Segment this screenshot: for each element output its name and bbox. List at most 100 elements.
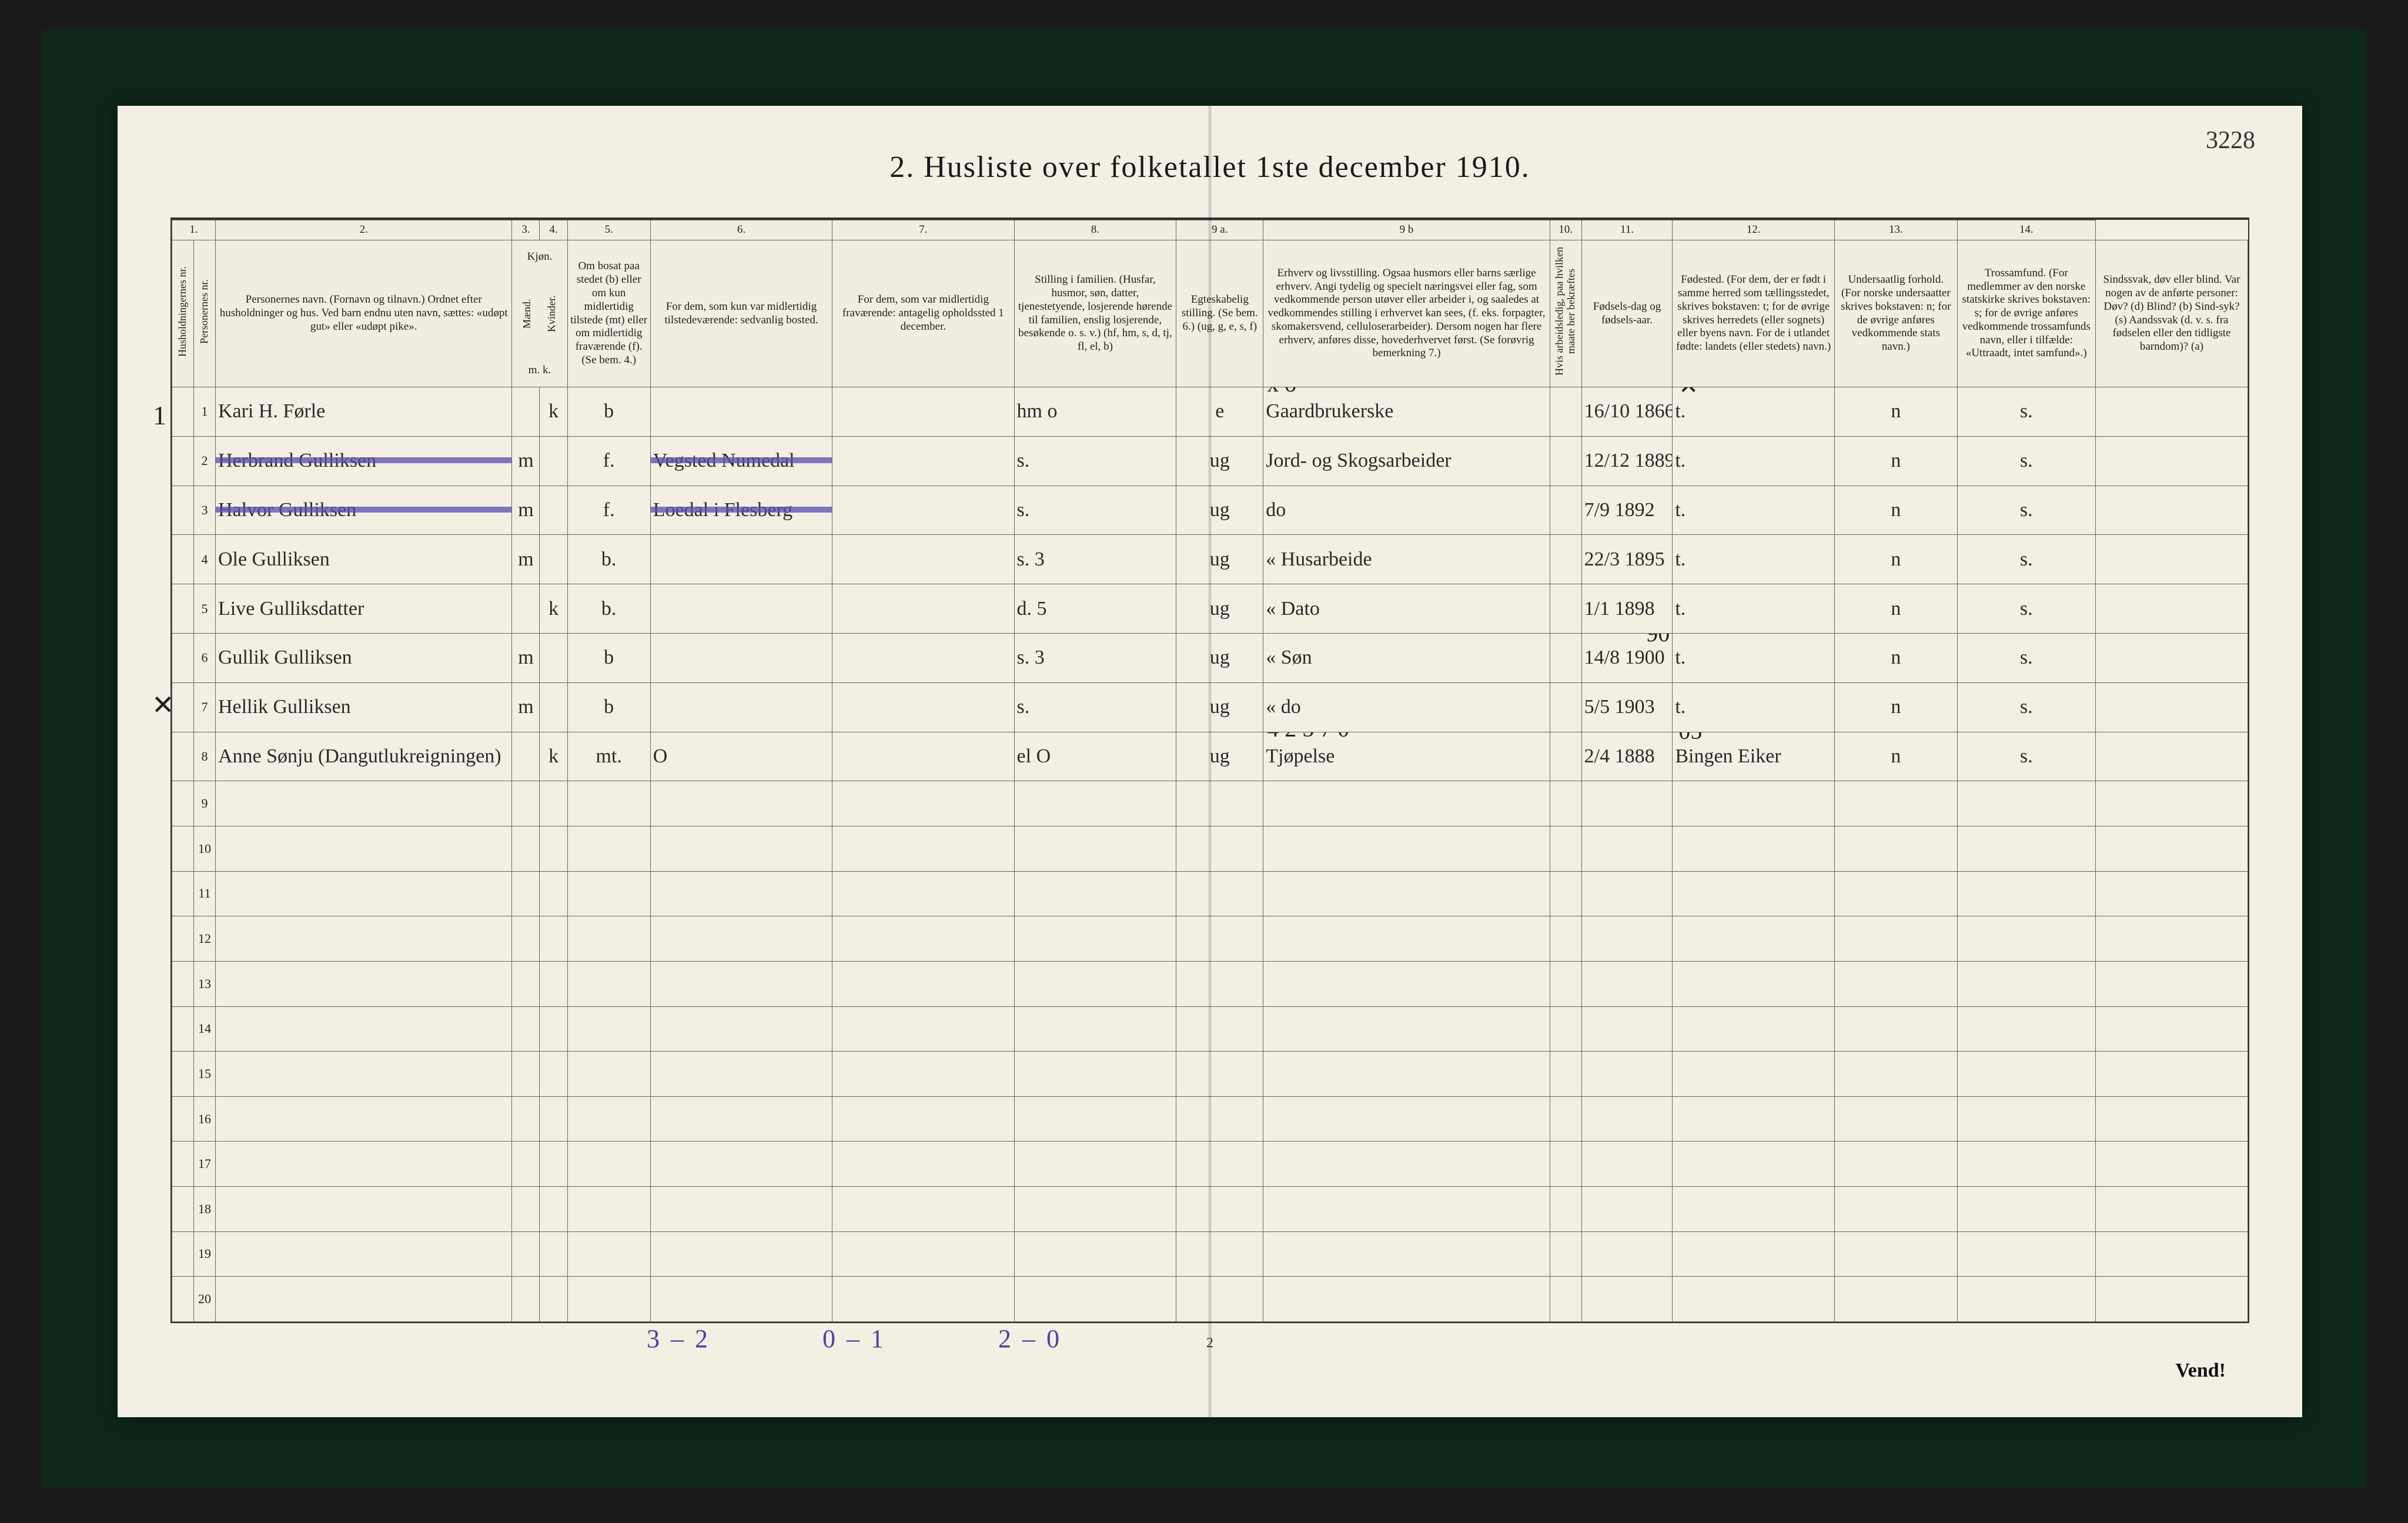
- column-number-row: 1. 2. 3. 4. 5. 6. 7. 8. 9 a. 9 b 10. 11.…: [172, 220, 2248, 240]
- table-row: 1Kari H. Førlekbhm oeGaardbrukerskex o16…: [172, 387, 2248, 437]
- cell-empty: [1673, 1277, 1835, 1322]
- cell-empty: [2095, 1142, 2248, 1187]
- cell-empty: [1957, 1142, 2095, 1187]
- cell-empty: [1176, 1277, 1263, 1322]
- cell-empty: [832, 961, 1014, 1006]
- cell-trossamfund: s.: [1957, 633, 2095, 682]
- table-row: 15: [172, 1052, 2248, 1097]
- cell-empty: [567, 961, 650, 1006]
- cell-empty: [1957, 1231, 2095, 1277]
- cell-empty: [2095, 916, 2248, 962]
- cell-empty: [1014, 1052, 1176, 1097]
- cell-sindssvak: [2095, 436, 2248, 486]
- cell-empty: [1263, 1006, 1550, 1052]
- cell-fodselsdato: 16/10 1866: [1581, 387, 1673, 437]
- cell-empty: [832, 1187, 1014, 1232]
- annotation-birth: 05: [1678, 732, 1702, 743]
- cell-empty: [1957, 1096, 2095, 1142]
- cell-trossamfund: s.: [1957, 535, 2095, 584]
- cell-empty: [1550, 826, 1581, 872]
- cell-empty: [650, 1187, 832, 1232]
- cell-empty: [1581, 1052, 1673, 1097]
- cell-empty: [540, 1231, 567, 1277]
- cell-opholdssted: [832, 387, 1014, 437]
- cell-familie-stilling: hm o: [1014, 387, 1176, 437]
- cell-empty: [1176, 871, 1263, 916]
- cell-empty: [512, 1187, 540, 1232]
- cell-empty: [1550, 916, 1581, 962]
- cell-empty: [2095, 1096, 2248, 1142]
- cell-bosat: b: [567, 633, 650, 682]
- cell-trossamfund: s.: [1957, 387, 2095, 437]
- cell-person-nr: 18: [193, 1187, 215, 1232]
- cell-name: Gullik Gulliksen: [215, 633, 511, 682]
- annotation-erhverv: 4 2 5 7 0: [1267, 732, 1349, 741]
- cell-sedvanlig-bosted: O: [650, 732, 832, 781]
- cell-arbeidsledig: [1550, 387, 1581, 437]
- cell-empty: [650, 871, 832, 916]
- table-row: 8Anne Sønju (Dangutlukreigningen)kmt.Oel…: [172, 732, 2248, 781]
- cell-fodested: Bingen Eiker05: [1673, 732, 1835, 781]
- cell-empty: [2095, 1231, 2248, 1277]
- cell-fodested: t.: [1673, 633, 1835, 682]
- cell-empty: [567, 1006, 650, 1052]
- cell-empty: [567, 1231, 650, 1277]
- cell-empty: [1176, 826, 1263, 872]
- cell-empty: [1581, 871, 1673, 916]
- cell-familie-stilling: s.: [1014, 682, 1176, 732]
- cell-egteskab: ug: [1176, 436, 1263, 486]
- cell-empty: [215, 1187, 511, 1232]
- cell-fodselsdato: 7/9 1892: [1581, 486, 1673, 535]
- cell-bosat: f.: [567, 486, 650, 535]
- cell-empty: [650, 1096, 832, 1142]
- cell-empty: [540, 1277, 567, 1322]
- cell-empty: [1673, 1006, 1835, 1052]
- cell-hush-nr: [172, 732, 194, 781]
- cell-empty: [832, 1006, 1014, 1052]
- table-row: 3Halvor Gulliksenmf.Loedal i Flesbergs.u…: [172, 486, 2248, 535]
- cell-hush-nr: [172, 584, 194, 634]
- cell-empty: [1014, 1142, 1176, 1187]
- cell-empty: [1957, 826, 2095, 872]
- head-familie-stilling: Stilling i familien. (Husfar, husmor, sø…: [1014, 240, 1176, 387]
- cell-undersaat: n: [1835, 584, 1957, 634]
- head-sindssvak: Sindssvak, døv eller blind. Var nogen av…: [2095, 240, 2248, 387]
- colnum-14: 14.: [1957, 220, 2095, 240]
- cell-empty: [2095, 1187, 2248, 1232]
- cell-person-nr: 20: [193, 1277, 215, 1322]
- head-arbeidsledig: Hvis arbeidsledig, paa hvilken maate her…: [1550, 240, 1581, 387]
- cell-empty: [1673, 1142, 1835, 1187]
- table-row: 12: [172, 916, 2248, 962]
- cell-empty: [1550, 1006, 1581, 1052]
- cell-empty: [1550, 781, 1581, 826]
- cell-empty: [1014, 1231, 1176, 1277]
- cell-fodselsdato: 5/5 1903: [1581, 682, 1673, 732]
- cell-empty: [215, 916, 511, 962]
- ledger-table: 1. 2. 3. 4. 5. 6. 7. 8. 9 a. 9 b 10. 11.…: [172, 220, 2248, 1322]
- cell-arbeidsledig: [1550, 584, 1581, 634]
- cell-empty: [1263, 1096, 1550, 1142]
- table-row: 10: [172, 826, 2248, 872]
- cell-trossamfund: s.: [1957, 682, 2095, 732]
- cell-empty: [1835, 1142, 1957, 1187]
- cell-hush-nr: [172, 826, 194, 872]
- table-row: 4Ole Gulliksenmb.s. 3ug« Husarbeide22/3 …: [172, 535, 2248, 584]
- cell-sedvanlig-bosted: [650, 387, 832, 437]
- cell-empty: [1957, 961, 2095, 1006]
- cell-empty: [1581, 1096, 1673, 1142]
- cell-empty: [1835, 826, 1957, 872]
- cell-hush-nr: [172, 633, 194, 682]
- page-title: 2. Husliste over folketallet 1ste decemb…: [118, 150, 2302, 185]
- cell-k: [540, 633, 567, 682]
- cell-sedvanlig-bosted: [650, 584, 832, 634]
- cell-empty: [567, 1277, 650, 1322]
- cell-empty: [1014, 961, 1176, 1006]
- cell-empty: [1263, 1052, 1550, 1097]
- cell-hush-nr: [172, 1096, 194, 1142]
- cell-empty: [1263, 826, 1550, 872]
- cell-empty: [540, 1052, 567, 1097]
- cell-m: m: [512, 486, 540, 535]
- cell-hush-nr: [172, 486, 194, 535]
- cell-empty: [1550, 1052, 1581, 1097]
- cell-empty: [1263, 1231, 1550, 1277]
